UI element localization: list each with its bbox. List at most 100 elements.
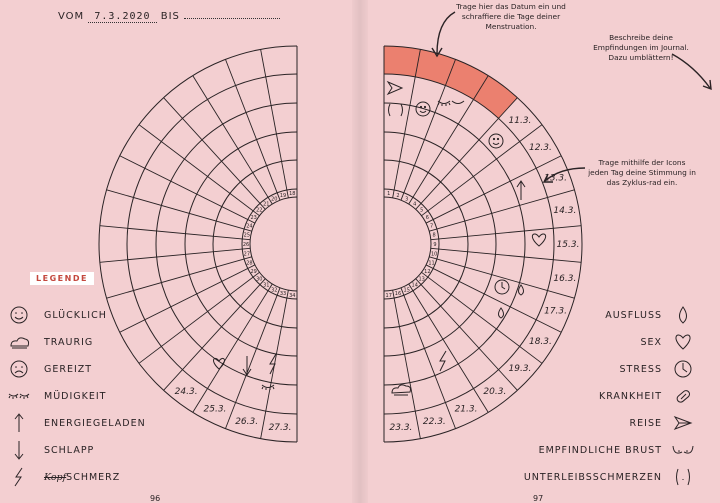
wheel-spoke [421,124,543,217]
wheel-ring [155,102,298,386]
wheel-spoke [106,189,252,232]
end-date-field[interactable] [184,18,281,19]
wheel-ring [126,73,298,415]
wheel-rim-date: 21.3. [455,405,478,415]
note-arrow-top [436,11,456,55]
wheel-spoke [415,97,518,210]
cloud-icon [391,384,411,396]
wheel-rim-date: 25.3. [204,405,227,415]
start-date[interactable]: 7.3.2020 [88,11,157,23]
closed-eyes-icon [261,384,275,390]
note-arrow-right-head [702,79,712,91]
breast-icon [672,440,694,460]
wheel-day-number: 1 [387,191,390,197]
arrow-up-icon [8,413,30,433]
wheel-day-number: 22 [256,208,262,214]
wheel-day-number: 24 [246,224,252,230]
paper-plane-icon [672,413,694,433]
legend-item-happy: GLÜCKLICH [8,305,107,325]
wheel-spoke [119,264,256,333]
wheel-spoke [138,124,260,217]
wheel-day-number: 23 [250,215,256,221]
wheel-day-number: 14 [412,283,418,289]
wheel-spoke [425,264,562,333]
wheel-spoke [400,59,456,201]
wheel-day-number: 30 [256,276,262,282]
smiley-icon [488,133,504,149]
wheel-spoke [260,49,289,198]
wheel-spoke [106,256,252,299]
wheel-rim-date: 26.3. [235,417,258,427]
wheel-spoke [119,155,256,224]
note-middle: Trage mithilfe der Icons jeden Tag deine… [588,158,696,187]
wheel-spoke [429,189,575,232]
wheel-rim-date: 23.3. [390,423,413,433]
wheel-day-number: 7 [430,224,433,230]
wheel-rim-date: 13.3. [544,174,567,184]
wheel-day-number: 29 [250,269,256,275]
wheel-day-number: 25 [244,233,250,239]
wheel-spoke [392,49,421,198]
legend-item-irritated: GEREIZT [8,359,92,379]
wheel-rim-date: 18.3. [529,337,552,347]
pill-icon [672,386,694,406]
closed-eyes-icon [437,100,465,106]
wheel-rim-date: 22.3. [423,417,446,427]
wheel-rim-date: 27.3. [269,423,292,433]
wheel-rim-date: 16.3. [553,274,576,284]
wheel-day-number: 10 [431,251,437,257]
wheel-spoke [138,271,260,364]
struck-word: Kopf [44,471,67,483]
wheel-rim-date: 14.3. [553,206,576,216]
wheel-ring [383,102,526,386]
wheel-ring [383,188,440,300]
drop-icon [498,307,504,319]
wheel-ring [184,131,298,357]
wheel-rim-date: 20.3. [483,387,506,397]
wheel-ring [383,196,432,292]
page-number-right: 97 [533,494,544,503]
wheel-spoke [99,225,251,241]
wheel-spoke [408,283,489,413]
wheel-day-number: 26 [243,242,249,248]
wheel-spoke [429,256,575,299]
wheel-day-number: 8 [433,233,436,239]
from-label: VOM [58,11,85,22]
menstruation-shading [415,49,456,86]
wheel-spoke [415,278,518,391]
smiley-icon [415,101,431,117]
wheel-ring [98,45,298,443]
wheel-day-number: 4 [413,201,416,207]
legend-item-sex: SEX [640,332,694,352]
wheel-day-number: 2 [396,193,399,199]
drop-icon [518,284,524,296]
wheel-ring [212,159,298,329]
legend-item-sad: TRAURIG [8,332,93,352]
wheel-ring [383,45,583,443]
wheel-rim-date: 15.3. [557,240,580,250]
wheel-rim-date: 17.3. [544,306,567,316]
legend-item-travel: REISE [630,413,694,433]
legend-item-pain: Kopf SCHMERZ [8,467,120,487]
wheel-day-number: 17 [386,293,392,299]
note-top: Trage hier das Datum ein und schraffiere… [456,2,566,31]
wheel-spoke [430,247,582,263]
lightning-icon [8,467,30,487]
lightning-icon [269,353,277,375]
wheel-spoke [163,278,266,391]
wheel-spoke [163,97,266,210]
wheel-spoke [192,75,273,205]
wheel-rim-date: 24.3. [175,387,198,397]
wheel-day-number: 5 [420,208,423,214]
wheel-ring [383,73,555,415]
heart-icon [531,233,547,247]
wheel-day-number: 27 [244,251,250,257]
wheel-spoke [400,287,456,429]
heart-icon [213,357,225,370]
wheel-spoke [392,290,421,439]
arrow-down-icon [242,356,252,376]
legend-title: LEGENDE [30,272,94,285]
